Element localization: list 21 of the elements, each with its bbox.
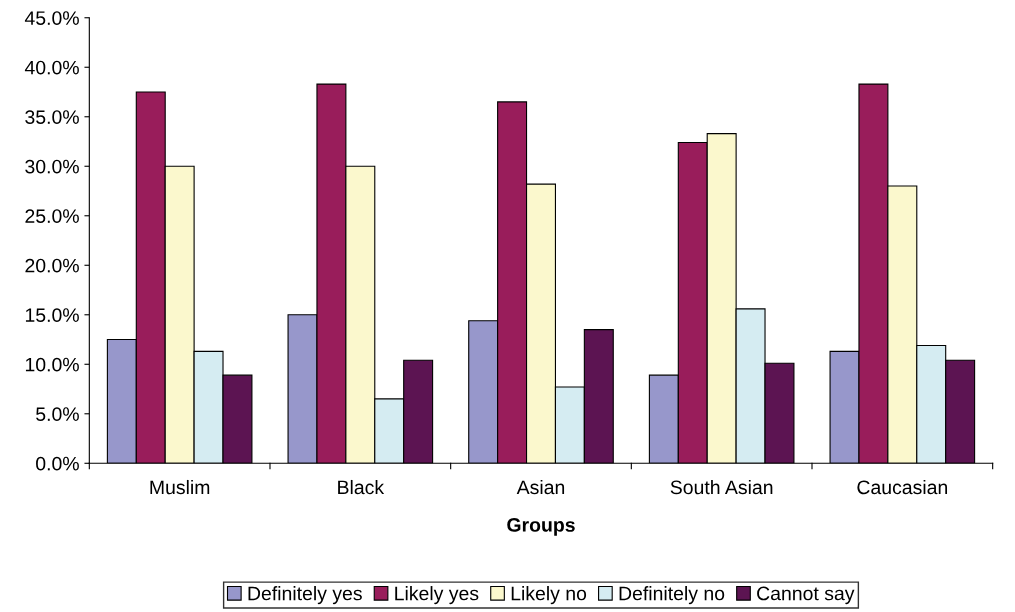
legend-label: Likely no (511, 586, 587, 605)
legend-label: Cannot say (757, 586, 855, 605)
y-tick-label: 10.0% (25, 357, 79, 372)
y-tick-label: 40.0% (24, 60, 79, 75)
y-tick-label: 0.0% (36, 456, 79, 471)
x-tick-label: Black (338, 479, 385, 495)
y-tick-label: 35.0% (25, 110, 79, 124)
y-tick-label: 15.0% (25, 308, 79, 323)
x-tick-label: Muslim (150, 479, 210, 495)
legend-label: Definitely no (619, 586, 725, 605)
y-tick-label: 5.0% (36, 407, 79, 422)
legend-label: Definitely yes (248, 586, 362, 605)
y-tick-label: 25.0% (25, 209, 79, 223)
y-tick-label: 20.0% (25, 258, 79, 273)
x-tick-label: Caucasian (857, 479, 948, 495)
legend-label: Likely yes (395, 586, 479, 605)
y-tick-label: 45.0% (24, 11, 79, 25)
x-tick-label: South Asian (670, 479, 773, 495)
y-tick-label: 30.0% (25, 159, 79, 174)
x-axis-title: Groups (507, 518, 575, 536)
x-tick-label: Asian (516, 479, 565, 495)
